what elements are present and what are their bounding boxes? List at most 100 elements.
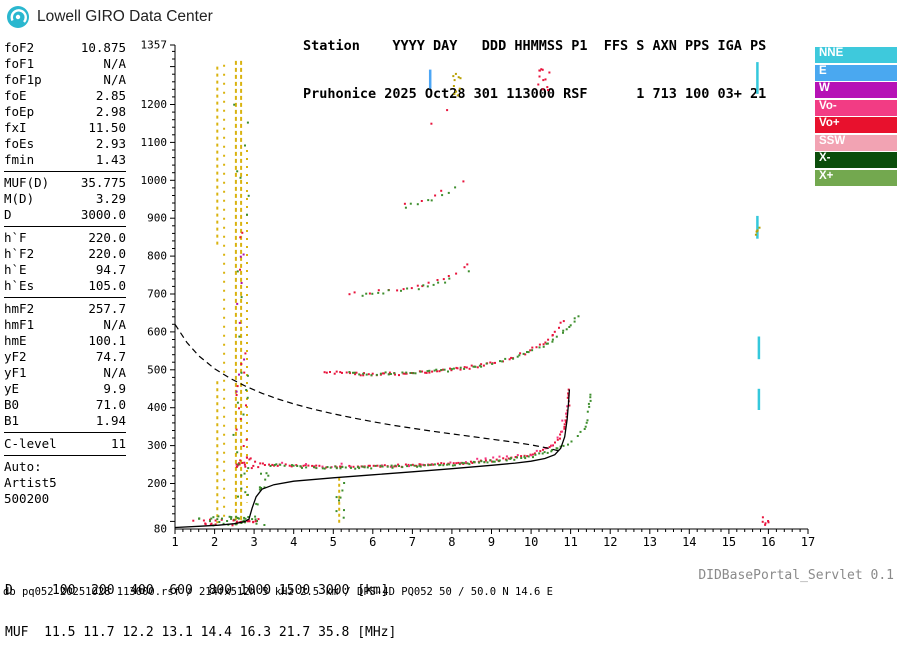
legend-item-vo: Vo- — [815, 99, 897, 116]
param-value: 35.775 — [80, 175, 126, 190]
param-value: 10.875 — [80, 40, 126, 55]
param-label: foF2 — [4, 40, 35, 55]
param-row-clevel: C-level 11 — [4, 436, 126, 452]
param-value: 2.85 — [95, 88, 126, 103]
param-value: 3.29 — [95, 191, 126, 206]
param-row-auto: Auto: — [4, 459, 126, 475]
param-value: 2.98 — [95, 104, 126, 119]
param-row-hmf2: hmF2 257.7 — [4, 301, 126, 317]
svg-text:8: 8 — [448, 535, 455, 549]
param-label: yF2 — [4, 349, 27, 364]
param-label: h`F2 — [4, 246, 35, 261]
legend-item-ssw: SSW — [815, 134, 897, 151]
legend-item-x: X- — [815, 152, 897, 168]
separator — [4, 432, 126, 433]
param-value: 9.9 — [103, 381, 126, 396]
svg-text:1000: 1000 — [141, 174, 168, 187]
param-value: 1.43 — [95, 152, 126, 167]
svg-text:900: 900 — [147, 212, 167, 225]
param-row-b0: B0 71.0 — [4, 397, 126, 413]
param-value: N/A — [103, 365, 126, 380]
param-row-artist5: Artist5 — [4, 475, 126, 491]
param-row-fof1p: foF1p N/A — [4, 72, 126, 88]
param-row-fxi: fxI 11.50 — [4, 120, 126, 136]
param-label: hmF1 — [4, 317, 35, 332]
param-row-yf2: yF2 74.7 — [4, 349, 126, 365]
svg-text:10: 10 — [524, 535, 538, 549]
param-label: foF1 — [4, 56, 35, 71]
param-row-he: h`E 94.7 — [4, 262, 126, 278]
param-label: hmF2 — [4, 301, 35, 316]
svg-text:9: 9 — [488, 535, 495, 549]
x-axis: 1 2 3 4 5 6 7 8 9 10 11 12 13 14 15 16 17 — [171, 528, 815, 549]
muf-distance-table: D 100 200 400 600 800 1000 1500 3000 [km… — [5, 556, 396, 654]
muf-table-distances: D 100 200 400 600 800 1000 1500 3000 [km… — [5, 583, 389, 598]
param-value: N/A — [103, 72, 126, 87]
legend: NNE E W Vo- Vo+ SSW X- X+ — [815, 47, 897, 187]
param-label: foEp — [4, 104, 35, 119]
servlet-label: DIDBasePortal_Servlet 0.1 — [698, 568, 894, 583]
ionogram-plot: 8020030040050060070080090010001100120013… — [141, 39, 816, 550]
giro-logo-icon — [7, 6, 29, 28]
svg-text:700: 700 — [147, 288, 167, 301]
param-label: foE — [4, 88, 27, 103]
svg-text:1100: 1100 — [141, 136, 168, 149]
param-label: Artist5 — [4, 475, 57, 490]
param-value: 74.7 — [95, 349, 126, 364]
svg-text:80: 80 — [154, 523, 167, 536]
param-row-b1: B1 1.94 — [4, 413, 126, 429]
param-label: h`E — [4, 262, 27, 277]
param-value: 220.0 — [88, 246, 126, 261]
svg-text:600: 600 — [147, 325, 167, 338]
param-value: 100.1 — [88, 333, 126, 348]
station-header-line1: Station YYYY DAY DDD HHMMSS P1 FFS S AXN… — [303, 38, 767, 54]
svg-text:5: 5 — [330, 535, 337, 549]
param-row-ye: yE 9.9 — [4, 381, 126, 397]
muf-table-values: MUF 11.5 11.7 12.2 13.1 14.4 16.3 21.7 3… — [5, 625, 397, 640]
svg-text:2: 2 — [211, 535, 218, 549]
param-label: Auto: — [4, 459, 42, 474]
param-label: h`Es — [4, 278, 35, 293]
param-value: 2.93 — [95, 136, 126, 151]
station-header-line2: Pruhonice 2025 Oct28 301 113000 RSF 1 71… — [303, 86, 767, 102]
fitted-curves — [174, 323, 571, 529]
svg-text:300: 300 — [147, 439, 167, 452]
param-label: B1 — [4, 413, 20, 428]
svg-text:4: 4 — [290, 535, 297, 549]
param-label: fmin — [4, 152, 35, 167]
svg-text:17: 17 — [801, 535, 815, 549]
station-header: Station YYYY DAY DDD HHMMSS P1 FFS S AXN… — [303, 6, 766, 118]
svg-text:16: 16 — [761, 535, 775, 549]
param-value: 71.0 — [95, 397, 126, 412]
param-label: foF1p — [4, 72, 42, 87]
legend-item-nne: NNE — [815, 47, 897, 63]
param-row-hes: h`Es 105.0 — [4, 278, 126, 294]
param-value: 94.7 — [95, 262, 126, 277]
param-row-500200: 500200 — [4, 491, 126, 507]
param-value: 11 — [110, 436, 126, 451]
param-value: 1.94 — [95, 413, 126, 428]
status-line: db pq052 20251028 113000.rsf / 214fx512h… — [3, 586, 553, 598]
parameter-panel: foF2 10.875 foF1 N/A foF1p N/A foE 2.85 foEp 2.98… — [4, 40, 126, 507]
param-value: N/A — [103, 317, 126, 332]
svg-text:11: 11 — [563, 535, 577, 549]
param-row-hf: h`F 220.0 — [4, 230, 126, 246]
separator — [4, 171, 126, 172]
param-label: D — [4, 207, 12, 222]
param-value: N/A — [103, 56, 126, 71]
param-label: 500200 — [4, 491, 50, 506]
param-label: yE — [4, 381, 20, 396]
y-axis: 80 200 300 400 500 600 700 800 900 1000 1100 1200 13… — [141, 39, 176, 536]
param-label: h`F — [4, 230, 27, 245]
svg-text:13: 13 — [643, 535, 657, 549]
svg-text:14: 14 — [682, 535, 696, 549]
svg-text:400: 400 — [147, 401, 167, 414]
param-label: foEs — [4, 136, 35, 151]
legend-item-e: E — [815, 64, 897, 81]
param-row-md: M(D) 3.29 — [4, 191, 126, 207]
param-label: M(D) — [4, 191, 35, 206]
svg-text:500: 500 — [147, 363, 167, 376]
param-value: 220.0 — [88, 230, 126, 245]
separator — [4, 455, 126, 456]
svg-text:1357: 1357 — [141, 39, 168, 52]
